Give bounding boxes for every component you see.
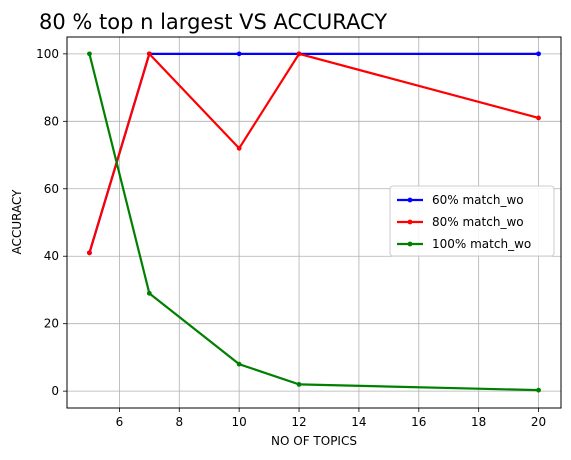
legend-swatch-marker — [407, 219, 413, 225]
y-tick-label: 0 — [51, 384, 59, 398]
y-tick-label: 80 — [44, 114, 59, 128]
y-tick-label: 60 — [44, 182, 59, 196]
axis-ticks: 6 8 10 12 14 16 18 20 0 20 40 60 80 100 — [36, 47, 546, 429]
legend-label: 80% match_wo — [432, 215, 524, 229]
series-group — [87, 51, 541, 393]
legend-box — [389, 185, 555, 257]
data-point — [87, 51, 92, 57]
x-tick-label: 20 — [531, 415, 546, 429]
plot-frame — [66, 36, 562, 409]
series-80-match-wo — [87, 51, 541, 256]
x-tick-label: 14 — [351, 415, 366, 429]
y-axis-title: ACCURACY — [10, 189, 24, 255]
data-point — [296, 51, 302, 57]
x-tick-label: 10 — [232, 415, 247, 429]
x-axis-title: NO OF TOPICS — [271, 434, 357, 448]
data-point — [87, 250, 92, 256]
legend-label: 100% match_wo — [432, 237, 531, 251]
data-point — [296, 381, 302, 387]
x-tick-label: 8 — [175, 415, 183, 429]
data-point — [536, 115, 541, 121]
legend-label: 60% match_wo — [432, 193, 524, 207]
y-tick-label: 100 — [36, 47, 59, 61]
legend-swatch-marker — [407, 241, 413, 247]
data-point — [146, 51, 152, 57]
x-tick-label: 12 — [291, 415, 306, 429]
series-100-match-wo — [87, 51, 541, 393]
data-point — [236, 145, 242, 151]
x-tick-label: 6 — [116, 415, 124, 429]
data-point — [146, 290, 152, 296]
legend: 60% match_wo 80% match_wo 100% match_wo — [389, 185, 555, 257]
x-tick-label: 16 — [411, 415, 426, 429]
data-point — [536, 387, 541, 393]
data-point — [236, 361, 242, 367]
data-point — [236, 51, 242, 57]
x-tick-label: 18 — [471, 415, 486, 429]
legend-swatch-marker — [407, 197, 413, 203]
chart-title: 80 % top n largest VS ACCURACY — [39, 10, 387, 34]
y-tick-label: 20 — [44, 317, 59, 331]
data-point — [536, 51, 541, 57]
y-tick-label: 40 — [44, 249, 59, 263]
